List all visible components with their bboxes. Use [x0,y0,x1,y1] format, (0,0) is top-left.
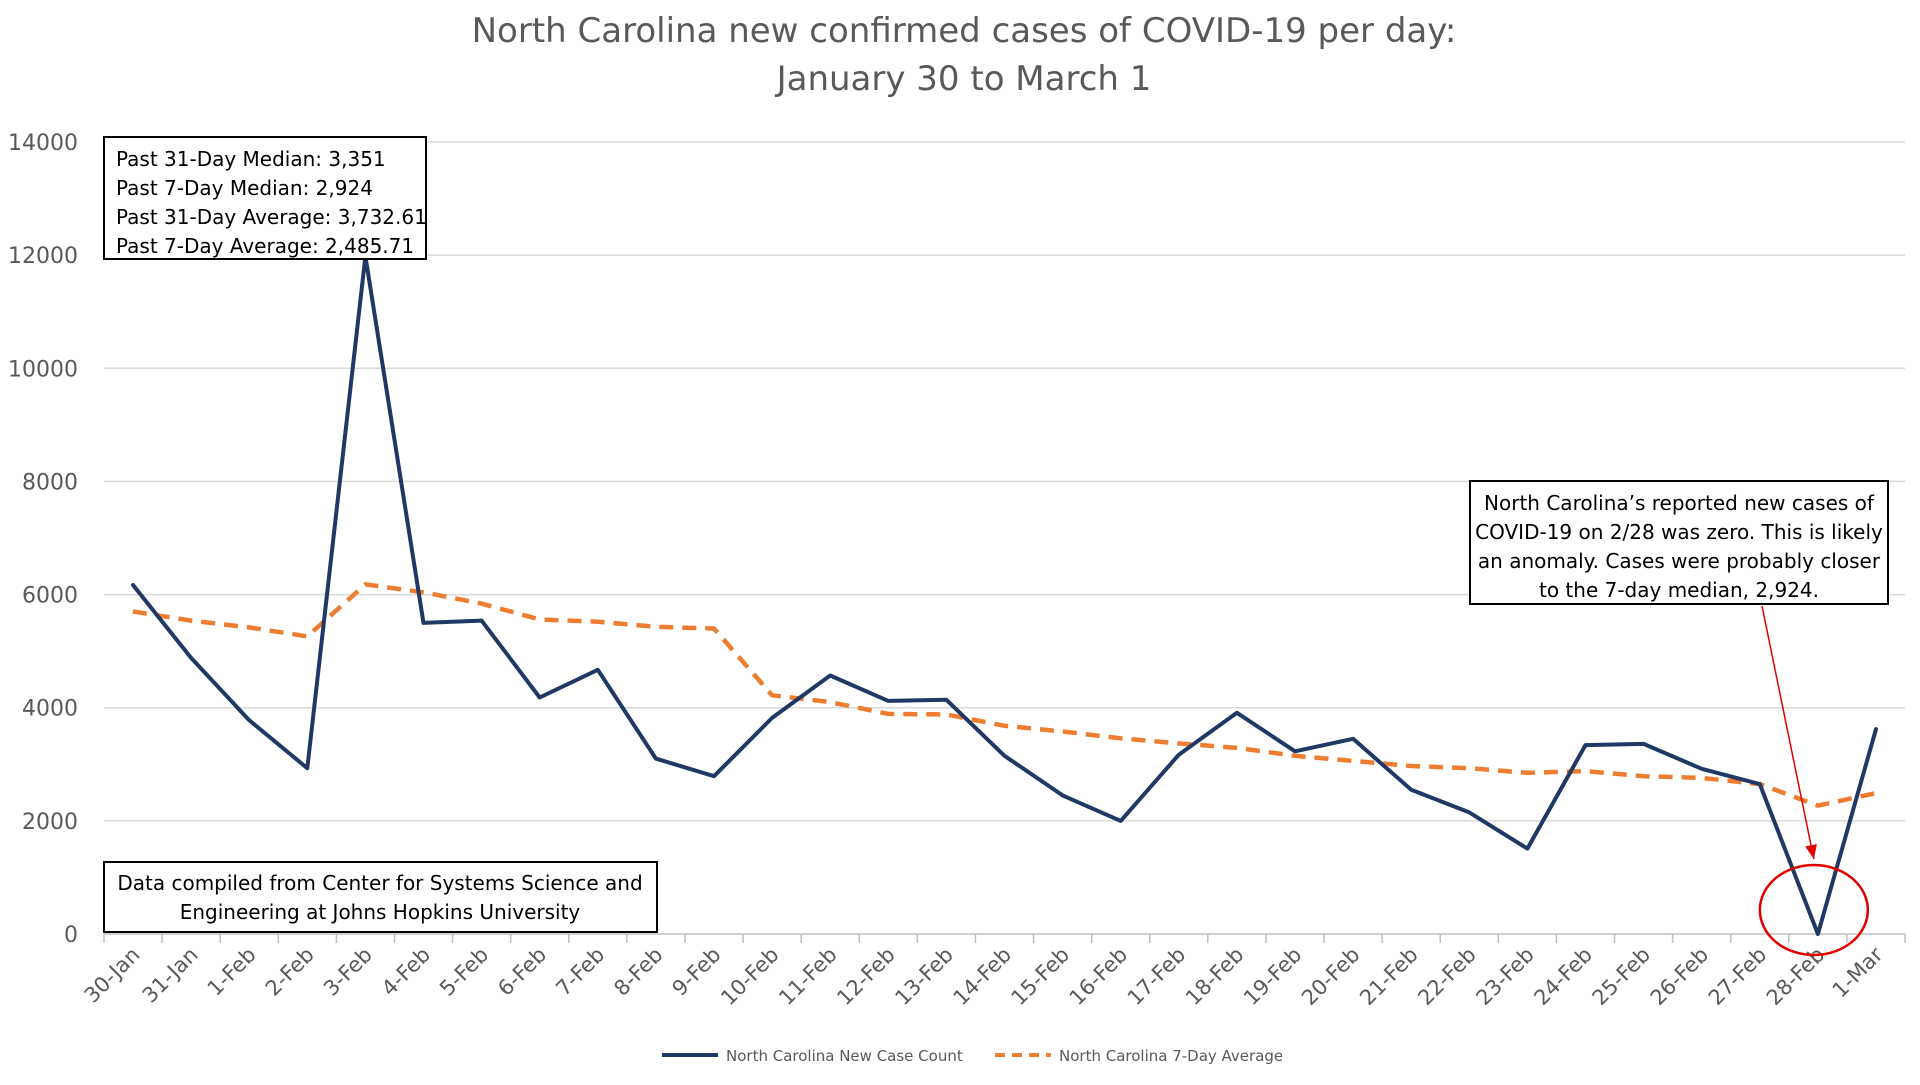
chart-title-group: North Carolina new confirmed cases of CO… [472,11,1457,99]
y-tick-label: 4000 [22,697,78,722]
legend-label: North Carolina 7-Day Average [1059,1047,1283,1065]
x-tick-label: 30-Jan [80,943,145,1008]
x-tick-label: 18-Feb [1181,943,1249,1011]
x-tick-label: 13-Feb [890,943,958,1011]
x-tick-label: 22-Feb [1413,943,1481,1011]
y-tick-label: 10000 [8,357,78,382]
x-tick-label: 12-Feb [832,943,900,1011]
x-tick-label: 3-Feb [319,943,377,1001]
x-tick-label: 17-Feb [1123,943,1191,1011]
x-tick-label: 27-Feb [1704,943,1772,1011]
x-tick-label: 16-Feb [1065,943,1133,1011]
x-tick-label: 5-Feb [435,943,493,1001]
stats-box-line: Past 31-Day Average: 3,732.61 [116,205,427,229]
source-box-line: Data compiled from Center for Systems Sc… [117,871,642,895]
x-tick-label: 24-Feb [1529,943,1597,1011]
y-tick-label: 6000 [22,584,78,609]
y-tick-label: 0 [64,923,78,948]
legend-label: North Carolina New Case Count [726,1047,963,1065]
annotations: Past 31-Day Median: 3,351 Past 7-Day Medi… [104,137,1888,955]
y-tick-label: 8000 [22,470,78,495]
stats-box-line: Past 7-Day Average: 2,485.71 [116,234,414,258]
x-tick-label: 8-Feb [609,943,667,1001]
anomaly-arrow-head [1805,844,1817,859]
x-tick-label: 23-Feb [1471,943,1539,1011]
x-tick-label: 26-Feb [1646,943,1714,1011]
seven-day-average-line [133,584,1876,805]
x-tick-label: 1-Feb [203,943,261,1001]
x-tick-label: 31-Jan [138,943,203,1008]
chart-title: North Carolina new confirmed cases of CO… [472,11,1457,51]
anomaly-highlight-circle [1760,865,1868,955]
x-tick-label: 14-Feb [949,943,1017,1011]
x-tick-label: 15-Feb [1007,943,1075,1011]
x-tick-label: 10-Feb [716,943,784,1011]
anomaly-note-line: North Carolina’s reported new cases of [1484,491,1875,515]
x-tick-label: 19-Feb [1239,943,1307,1011]
x-tick-label: 11-Feb [774,943,842,1011]
source-box-line: Engineering at Johns Hopkins University [180,900,581,924]
x-tick-label: 4-Feb [377,943,435,1001]
anomaly-note-line: COVID-19 on 2/28 was zero. This is likel… [1475,520,1883,544]
stats-box-line: Past 7-Day Median: 2,924 [116,176,373,200]
anomaly-note-line: an anomaly. Cases were probably closer [1478,549,1881,573]
y-tick-label: 12000 [8,244,78,269]
x-tick-label: 21-Feb [1355,943,1423,1011]
legend: North Carolina New Case Count North Carol… [662,1047,1283,1065]
x-tick-label: 6-Feb [493,943,551,1001]
x-tick-label: 20-Feb [1297,943,1365,1011]
x-tick-label: 2-Feb [261,943,319,1001]
anomaly-note-line: to the 7-day median, 2,924. [1539,578,1819,602]
stats-box-line: Past 31-Day Median: 3,351 [116,147,386,171]
x-tick-label: 25-Feb [1588,943,1656,1011]
x-tick-label: 7-Feb [551,943,609,1001]
chart-subtitle: January 30 to March 1 [775,59,1152,99]
y-tick-label: 2000 [22,810,78,835]
y-tick-label: 14000 [8,131,78,156]
